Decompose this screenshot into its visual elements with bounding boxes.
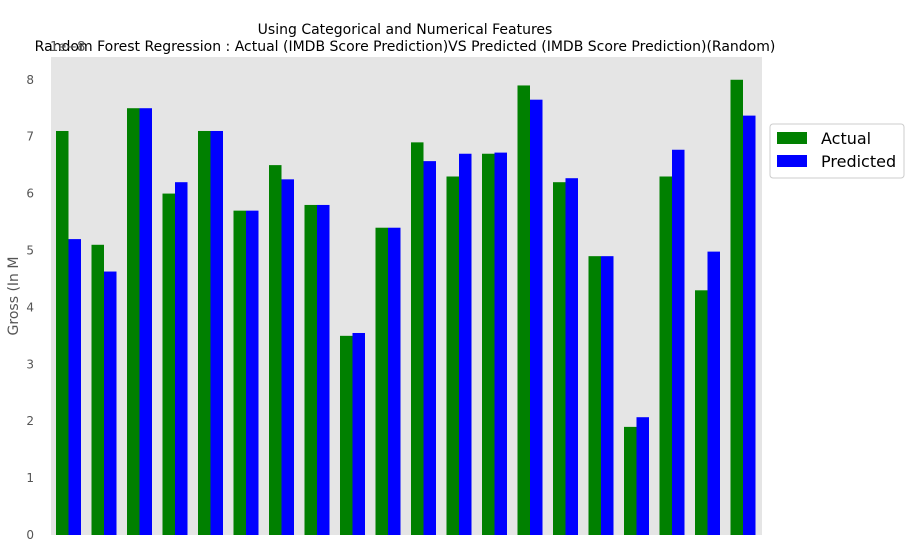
legend: Actual Predicted (769, 123, 905, 179)
bar-actual-14 (517, 85, 530, 535)
bar-predicted-12 (459, 153, 472, 535)
y-tick-label: 2 (26, 414, 34, 428)
y-tick-labels: 0 1 2 3 4 5 6 7 8 (26, 73, 34, 542)
y-tick-label: 5 (26, 243, 34, 257)
bar-predicted-10 (388, 227, 401, 535)
bar-predicted-3 (139, 108, 152, 535)
bar-actual-11 (411, 142, 424, 535)
bar-actual-17 (624, 426, 637, 535)
chart-subtitle: Random Forest Regression : Actual (IMDB … (35, 39, 776, 55)
legend-swatch-actual (777, 132, 807, 144)
bar-actual-15 (553, 182, 566, 535)
bar-predicted-13 (494, 152, 507, 535)
y-tick-label: 7 (26, 130, 34, 144)
legend-swatch-predicted (777, 155, 807, 167)
bar-predicted-11 (423, 161, 436, 535)
bar-actual-3 (127, 108, 140, 535)
bar-predicted-1 (68, 239, 81, 535)
bar-predicted-15 (565, 178, 578, 535)
bar-actual-20 (730, 79, 743, 535)
chart-title: Using Categorical and Numerical Features (258, 22, 553, 38)
bar-predicted-19 (707, 251, 720, 535)
bar-actual-1 (56, 130, 69, 535)
bar-actual-6 (233, 210, 246, 535)
bar-actual-4 (162, 193, 175, 536)
bar-predicted-14 (530, 99, 543, 535)
bar-predicted-17 (636, 417, 649, 535)
bar-actual-2 (91, 244, 104, 536)
plot-area (51, 57, 762, 535)
legend-label-predicted: Predicted (821, 152, 896, 171)
y-tick-label: 6 (26, 187, 34, 201)
bar-predicted-7 (281, 179, 294, 535)
bar-actual-5 (198, 130, 211, 535)
bar-actual-8 (304, 204, 317, 535)
bar-actual-9 (340, 335, 353, 535)
y-tick-label: 1 (26, 471, 34, 485)
bar-actual-16 (588, 256, 601, 535)
bar-actual-12 (446, 176, 459, 535)
bar-predicted-16 (601, 256, 614, 535)
bar-predicted-5 (210, 130, 223, 535)
bar-actual-10 (375, 227, 388, 535)
y-offset-text: 1e−8 (50, 40, 85, 55)
bar-predicted-8 (317, 204, 330, 535)
legend-label-actual: Actual (821, 129, 871, 148)
y-tick-label: 8 (26, 73, 34, 87)
bar-predicted-9 (352, 332, 365, 535)
bars-group (56, 79, 756, 536)
bar-actual-13 (482, 153, 495, 535)
bar-actual-18 (659, 176, 672, 535)
bar-actual-19 (695, 290, 708, 535)
bar-predicted-2 (104, 271, 117, 535)
y-tick-label: 4 (26, 300, 34, 314)
y-tick-label: 3 (26, 357, 34, 371)
bar-predicted-4 (175, 182, 188, 535)
bar-predicted-6 (246, 210, 259, 535)
y-axis-label: Gross (In M (6, 257, 22, 336)
bar-predicted-20 (743, 115, 756, 535)
bar-predicted-18 (672, 149, 685, 535)
bar-actual-7 (269, 165, 282, 535)
y-tick-label: 0 (26, 528, 34, 542)
